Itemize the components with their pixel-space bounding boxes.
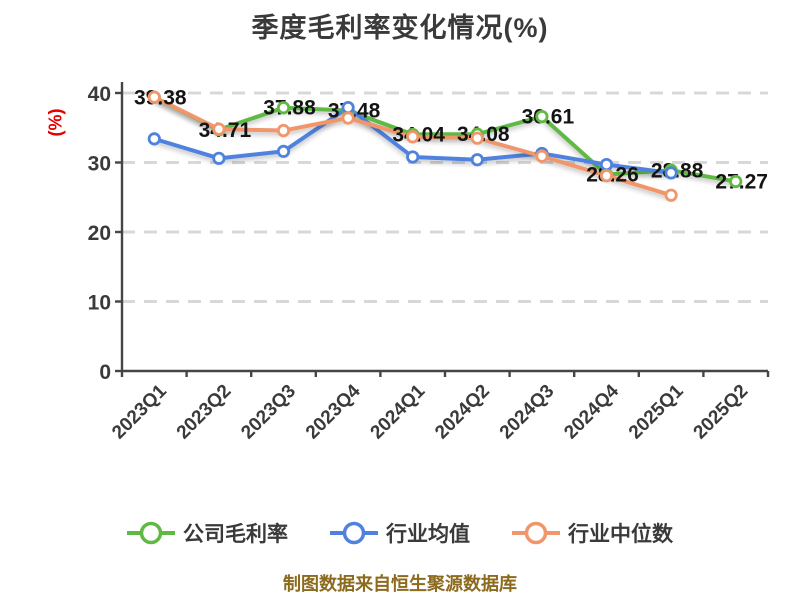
data-point-2-2023Q4[interactable] xyxy=(341,111,355,125)
y-tick-label: 20 xyxy=(88,222,111,245)
data-point-2-2024Q3[interactable] xyxy=(535,149,549,163)
legend-item-2[interactable]: 行业中位数 xyxy=(512,518,673,548)
y-tick-label: 0 xyxy=(99,361,111,384)
x-tick-label: 2023Q4 xyxy=(302,380,365,443)
data-point-1-2023Q1[interactable] xyxy=(147,132,161,146)
data-point-2-2024Q4[interactable] xyxy=(599,169,614,183)
data-point-1-2024Q1[interactable] xyxy=(406,150,420,164)
x-tick-label: 2025Q1 xyxy=(625,380,688,443)
series-line-0 xyxy=(152,95,738,184)
data-point-1-2025Q1[interactable] xyxy=(664,166,678,180)
x-tick-label: 2024Q4 xyxy=(560,380,623,443)
x-tick-label: 2025Q2 xyxy=(690,381,753,444)
legend-line-marker-icon xyxy=(330,521,378,545)
legend-label: 公司毛利率 xyxy=(183,523,288,546)
data-point-2-2024Q2[interactable] xyxy=(470,131,484,145)
data-point-2-2023Q1[interactable] xyxy=(147,90,161,104)
legend-item-0[interactable]: 公司毛利率 xyxy=(127,518,288,548)
x-tick-label: 2024Q1 xyxy=(367,380,430,443)
data-point-1-2024Q4[interactable] xyxy=(599,157,614,172)
data-point-0-2024Q3[interactable] xyxy=(535,109,549,124)
data-point-0-2023Q3[interactable] xyxy=(276,101,291,115)
y-tick-label: 30 xyxy=(88,153,111,176)
data-point-0-2025Q2[interactable] xyxy=(729,174,743,189)
legend-item-1[interactable]: 行业均值 xyxy=(330,518,470,548)
x-tick-label: 2023Q3 xyxy=(237,381,300,444)
legend-label: 行业中位数 xyxy=(568,523,673,546)
x-tick-label: 2023Q1 xyxy=(108,380,171,443)
x-tick-label: 2024Q2 xyxy=(431,381,494,444)
source-note: 制图数据来自恒生聚源数据库 xyxy=(283,574,517,594)
y-tick-label: 10 xyxy=(88,292,111,315)
data-point-2-2024Q1[interactable] xyxy=(406,130,420,144)
data-point-1-2023Q2[interactable] xyxy=(212,151,226,165)
data-point-2-2023Q2[interactable] xyxy=(212,122,226,136)
legend-line-marker-icon xyxy=(512,521,560,545)
data-point-2-2023Q3[interactable] xyxy=(276,123,291,138)
y-tick-label: 40 xyxy=(88,83,111,106)
chart-title: 季度毛利率变化情况(%) xyxy=(251,13,549,43)
data-point-2-2025Q1[interactable] xyxy=(664,188,678,202)
legend-label: 行业均值 xyxy=(386,523,470,546)
x-tick-label: 2023Q2 xyxy=(173,381,236,444)
legend: 公司毛利率 行业均值 行业中位数 xyxy=(0,518,800,548)
x-tick-label: 2024Q3 xyxy=(496,381,559,444)
legend-line-marker-icon xyxy=(127,521,175,545)
data-point-1-2023Q4[interactable] xyxy=(341,100,355,115)
data-point-1-2024Q2[interactable] xyxy=(470,153,484,167)
data-point-1-2023Q3[interactable] xyxy=(276,144,291,158)
